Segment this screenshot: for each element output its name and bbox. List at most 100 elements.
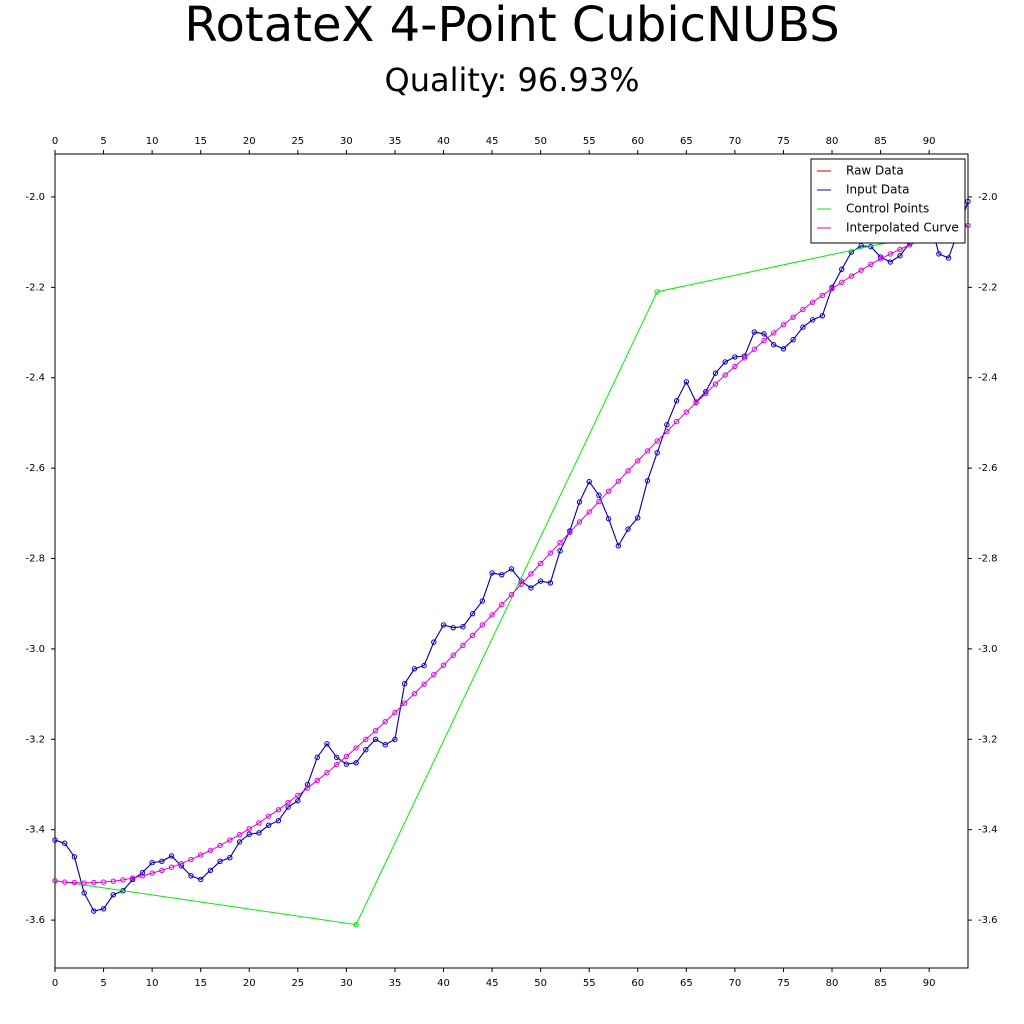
data-point bbox=[110, 892, 116, 898]
data-point bbox=[450, 624, 456, 631]
legend-label: Control Points bbox=[846, 202, 929, 216]
data-point bbox=[353, 760, 359, 766]
data-point bbox=[168, 864, 175, 870]
data-point bbox=[586, 509, 592, 515]
data-point bbox=[304, 781, 311, 788]
data-point bbox=[333, 754, 340, 761]
data-point bbox=[945, 255, 952, 261]
y-tick-label: -2.4 bbox=[25, 373, 45, 384]
data-point bbox=[62, 840, 68, 846]
data-point bbox=[421, 681, 427, 687]
data-point bbox=[771, 330, 777, 336]
x-tick-label-top: 30 bbox=[340, 136, 353, 147]
data-point bbox=[275, 817, 282, 824]
series-line bbox=[54, 201, 969, 912]
data-point bbox=[644, 448, 651, 454]
data-point bbox=[265, 822, 272, 828]
data-point bbox=[62, 879, 68, 885]
data-point bbox=[703, 390, 709, 397]
x-tick-label: 50 bbox=[534, 978, 547, 989]
x-tick-label: 25 bbox=[291, 978, 304, 989]
data-point bbox=[401, 700, 408, 706]
data-point bbox=[353, 921, 359, 928]
data-point bbox=[411, 690, 418, 697]
data-point bbox=[887, 251, 893, 257]
data-point bbox=[411, 666, 418, 672]
data-point bbox=[324, 741, 330, 747]
data-point bbox=[499, 601, 505, 608]
data-point bbox=[887, 259, 893, 265]
data-point bbox=[246, 826, 252, 832]
data-point bbox=[673, 418, 680, 425]
data-point bbox=[168, 853, 175, 859]
data-point bbox=[333, 761, 340, 768]
data-point bbox=[295, 798, 301, 804]
x-tick-label: 20 bbox=[243, 978, 256, 989]
legend-label: Interpolated Curve bbox=[846, 221, 959, 235]
x-tick-label-top: 15 bbox=[194, 136, 207, 147]
data-point bbox=[819, 292, 826, 299]
data-point bbox=[508, 591, 515, 598]
data-point bbox=[188, 873, 194, 879]
data-point bbox=[654, 450, 660, 456]
data-point bbox=[809, 299, 816, 305]
data-point bbox=[178, 860, 184, 867]
data-point bbox=[479, 622, 486, 628]
y-tick-label-right: -3.4 bbox=[978, 825, 998, 836]
data-point bbox=[547, 550, 554, 556]
x-tick-label-top: 55 bbox=[583, 136, 596, 147]
y-tick-label-right: -3.0 bbox=[978, 644, 998, 655]
x-tick-label-top: 20 bbox=[243, 136, 256, 147]
series-line bbox=[54, 224, 969, 926]
data-point bbox=[858, 267, 864, 273]
data-point bbox=[508, 566, 515, 572]
x-tick-label-top: 70 bbox=[729, 136, 742, 147]
data-point bbox=[761, 331, 767, 337]
data-point bbox=[100, 906, 107, 912]
data-point bbox=[586, 478, 592, 485]
data-point bbox=[139, 869, 146, 876]
legend-label: Input Data bbox=[846, 183, 910, 197]
x-tick-label: 70 bbox=[729, 978, 742, 989]
data-point bbox=[615, 543, 622, 549]
x-tick-label-top: 60 bbox=[631, 136, 644, 147]
data-point bbox=[197, 876, 204, 883]
data-point bbox=[868, 261, 874, 267]
data-point bbox=[800, 324, 806, 330]
data-point bbox=[654, 289, 660, 295]
data-point bbox=[576, 519, 583, 525]
y-tick-label-right: -2.4 bbox=[978, 373, 998, 384]
x-tick-label: 65 bbox=[680, 978, 693, 989]
data-point bbox=[790, 314, 796, 320]
data-point bbox=[751, 329, 758, 335]
y-tick-label-right: -3.6 bbox=[978, 915, 998, 926]
y-tick-label: -3.4 bbox=[25, 825, 45, 836]
x-tick-label-top: 10 bbox=[146, 136, 159, 147]
data-point bbox=[800, 306, 806, 313]
data-point bbox=[780, 322, 787, 328]
x-tick-label-top: 0 bbox=[52, 136, 58, 147]
x-tick-label: 90 bbox=[923, 978, 936, 989]
data-point bbox=[207, 847, 214, 854]
data-point bbox=[440, 662, 447, 668]
data-point bbox=[576, 499, 583, 505]
data-point bbox=[615, 478, 622, 484]
x-tick-label: 15 bbox=[194, 978, 207, 989]
data-point bbox=[761, 337, 767, 344]
data-point bbox=[644, 478, 651, 484]
data-point bbox=[392, 709, 398, 716]
data-point bbox=[159, 867, 165, 874]
legend-box bbox=[810, 158, 966, 244]
data-point bbox=[188, 856, 194, 863]
data-point bbox=[936, 251, 942, 257]
data-point bbox=[489, 612, 495, 618]
data-point bbox=[236, 831, 243, 838]
data-point bbox=[431, 671, 437, 678]
series-line bbox=[54, 201, 969, 912]
data-point bbox=[654, 438, 660, 444]
x-tick-label-top: 80 bbox=[826, 136, 839, 147]
y-tick-label: -3.6 bbox=[25, 915, 45, 926]
data-point bbox=[479, 598, 486, 604]
x-tick-label-top: 50 bbox=[534, 136, 547, 147]
data-point bbox=[460, 642, 466, 648]
